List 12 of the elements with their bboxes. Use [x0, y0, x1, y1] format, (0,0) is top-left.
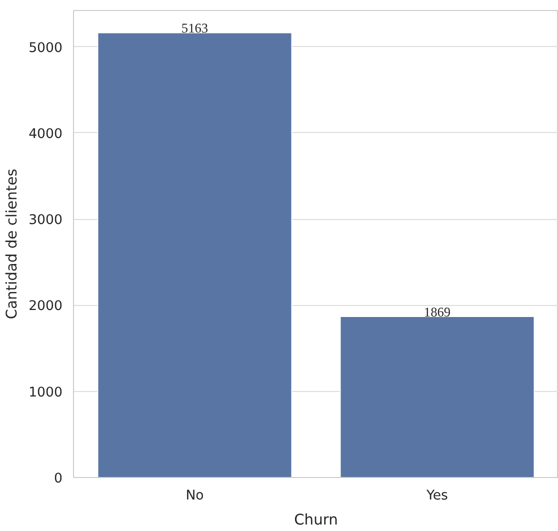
y-tick-label: 3000 [28, 213, 63, 228]
y-tick-label: 5000 [28, 40, 63, 56]
y-tick-label: 4000 [28, 126, 63, 142]
x-tick-label: No [186, 488, 204, 504]
data-label: 5163 [181, 20, 208, 36]
y-tick-label: 0 [54, 472, 63, 486]
y-axis-title: Cantidad de clientes [4, 168, 21, 320]
y-tick-label: 1000 [28, 385, 63, 400]
x-axis-title: Churn [294, 512, 338, 528]
x-tick-label: Yes [425, 488, 448, 504]
data-label: 1869 [424, 304, 451, 320]
y-tick-label: 2000 [28, 299, 63, 314]
